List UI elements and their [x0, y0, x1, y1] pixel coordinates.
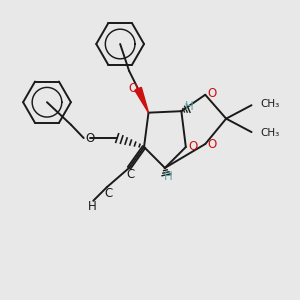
Text: O: O	[207, 138, 216, 151]
Text: O: O	[207, 87, 216, 100]
Text: C: C	[104, 188, 112, 200]
Text: O: O	[86, 132, 95, 145]
Text: H: H	[185, 100, 194, 113]
Text: CH₃: CH₃	[260, 128, 279, 138]
Polygon shape	[135, 87, 148, 113]
Text: O: O	[128, 82, 137, 95]
Text: H: H	[87, 200, 96, 213]
Text: H: H	[164, 170, 172, 183]
Text: C: C	[127, 168, 135, 181]
Text: CH₃: CH₃	[260, 99, 279, 109]
Text: O: O	[189, 140, 198, 153]
